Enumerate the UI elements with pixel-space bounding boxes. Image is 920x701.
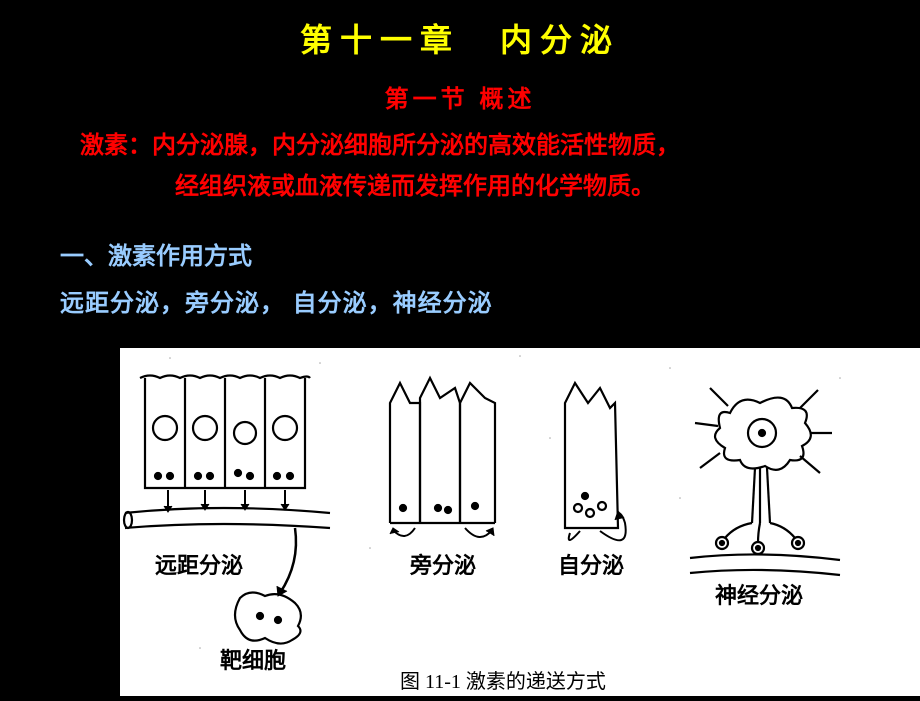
figure-11-1: 远距分泌 靶细胞 旁分泌 自分泌 神经分泌 图 11-1 激素的递送方式 bbox=[120, 348, 920, 696]
endocrine-group bbox=[124, 375, 330, 643]
label-autocrine: 自分泌 bbox=[558, 553, 624, 578]
section-title: 第一节 概述 bbox=[0, 79, 920, 114]
autocrine-group bbox=[565, 383, 626, 540]
section-one-heading: 一、激素作用方式 bbox=[0, 236, 920, 271]
label-neurocrine: 神经分泌 bbox=[715, 583, 803, 608]
definition-line-2: 经组织液或血液传递而发挥作用的化学物质。 bbox=[80, 167, 870, 208]
secretion-diagram-svg: 远距分泌 靶细胞 旁分泌 自分泌 神经分泌 图 11-1 激素的递送方式 bbox=[120, 348, 920, 696]
figure-caption: 图 11-1 激素的递送方式 bbox=[400, 670, 606, 693]
label-endocrine: 远距分泌 bbox=[155, 553, 243, 578]
definition-line-1: 激素：内分泌腺，内分泌细胞所分泌的高效能活性物质， bbox=[80, 126, 870, 167]
hormone-definition: 激素：内分泌腺，内分泌细胞所分泌的高效能活性物质， 经组织液或血液传递而发挥作用… bbox=[0, 126, 920, 208]
chapter-title: 第十一章 内分泌 bbox=[0, 0, 920, 61]
label-paracrine: 旁分泌 bbox=[409, 553, 476, 578]
label-target-cell: 靶细胞 bbox=[220, 648, 286, 673]
secretion-types-list: 远距分泌，旁分泌， 自分泌，神经分泌 bbox=[0, 283, 920, 318]
neurocrine-group bbox=[690, 388, 840, 575]
paracrine-group bbox=[390, 378, 495, 537]
